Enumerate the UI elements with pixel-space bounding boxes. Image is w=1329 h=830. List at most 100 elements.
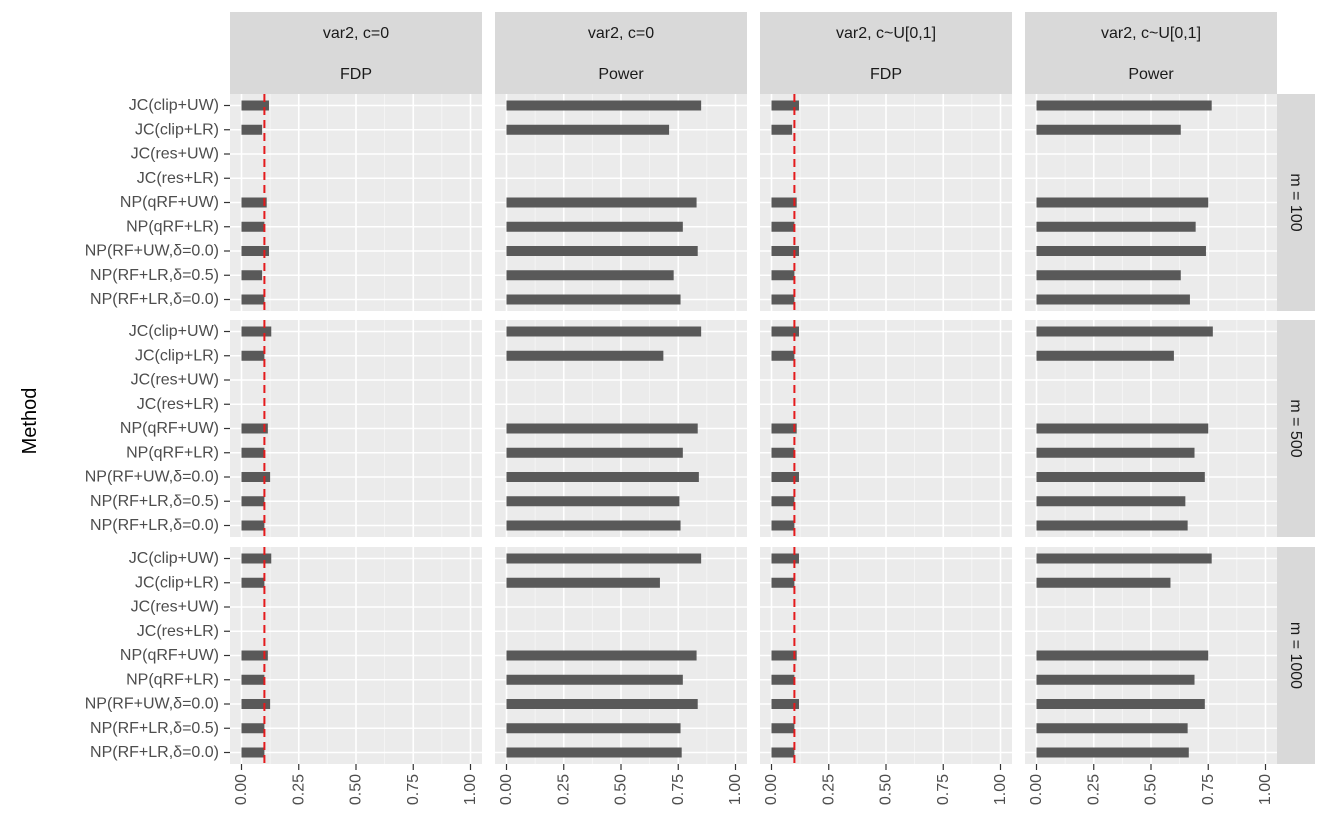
bar-NP(RF+UW,δ=0.0) xyxy=(241,472,271,482)
y-tick-label: NP(RF+UW,δ=0.0) xyxy=(85,243,219,260)
bar-NP(RF+LR,δ=0.5) xyxy=(1036,496,1186,507)
bar-NP(qRF+UW) xyxy=(771,650,797,661)
y-tick-label: NP(qRF+UW) xyxy=(120,194,219,211)
bar-JC(clip+UW) xyxy=(1036,553,1212,564)
bar-NP(RF+LR,δ=0.5) xyxy=(771,270,795,281)
bar-NP(RF+UW,δ=0.0) xyxy=(241,699,271,709)
x-tick-label: 0.00 xyxy=(1028,774,1045,805)
bar-NP(qRF+UW) xyxy=(771,197,797,208)
bar-NP(qRF+LR) xyxy=(506,447,683,458)
y-tick-label: JC(clip+LR) xyxy=(135,574,219,591)
bar-JC(clip+UW) xyxy=(241,326,272,337)
bar-JC(clip+UW) xyxy=(506,100,702,111)
x-tick-label: 0.75 xyxy=(670,774,687,805)
bar-NP(RF+LR,δ=0.5) xyxy=(506,723,681,734)
panel-r2-c2 xyxy=(495,320,747,537)
row-strip-2 xyxy=(1276,320,1315,537)
bar-NP(qRF+UW) xyxy=(241,650,268,661)
x-tick-label: 1.00 xyxy=(992,774,1009,805)
x-tick-label: 0.00 xyxy=(233,774,250,805)
bar-NP(RF+LR,δ=0.0) xyxy=(1036,294,1190,305)
column-strip-top-label: var2, c~U[0,1] xyxy=(1101,25,1201,42)
bar-NP(RF+UW,δ=0.0) xyxy=(771,246,799,256)
bar-JC(clip+LR) xyxy=(241,577,265,588)
bar-JC(clip+LR) xyxy=(771,124,793,135)
bar-NP(RF+LR,δ=0.0) xyxy=(241,294,265,305)
panel-r2-c4 xyxy=(1025,320,1277,537)
column-strip-top-label: var2, c~U[0,1] xyxy=(836,25,936,42)
bar-NP(qRF+UW) xyxy=(771,423,797,434)
bar-JC(clip+UW) xyxy=(241,100,269,111)
bar-JC(clip+UW) xyxy=(241,553,272,564)
bar-NP(RF+UW,δ=0.0) xyxy=(771,699,799,709)
bar-NP(qRF+UW) xyxy=(241,197,267,208)
y-tick-label: JC(clip+UW) xyxy=(129,97,219,114)
panel-r2-c1 xyxy=(230,320,482,537)
column-strip-top-label: var2, c=0 xyxy=(323,25,389,42)
y-tick-label: JC(clip+UW) xyxy=(129,323,219,340)
bar-NP(RF+LR,δ=0.5) xyxy=(506,496,680,507)
bar-NP(RF+LR,δ=0.5) xyxy=(241,723,265,734)
x-tick-label: 0.25 xyxy=(290,774,307,805)
bar-NP(RF+UW,δ=0.0) xyxy=(506,699,698,709)
column-strip-1 xyxy=(230,12,482,94)
x-tick-label: 0.00 xyxy=(763,774,780,805)
y-tick-label: NP(RF+LR,δ=0.0) xyxy=(90,291,219,308)
y-tick-label: NP(RF+LR,δ=0.5) xyxy=(90,267,219,284)
bar-NP(RF+UW,δ=0.0) xyxy=(506,472,699,482)
bar-NP(RF+LR,δ=0.0) xyxy=(1036,747,1189,758)
row-strip-label: m = 500 xyxy=(1287,399,1304,457)
y-axis-title: Method xyxy=(19,388,41,455)
bar-NP(qRF+LR) xyxy=(1036,674,1195,685)
bar-JC(clip+LR) xyxy=(1036,577,1171,588)
bar-NP(qRF+LR) xyxy=(506,674,683,685)
y-tick-label: JC(res+LR) xyxy=(137,623,219,640)
bar-JC(clip+UW) xyxy=(506,553,702,564)
bar-JC(clip+UW) xyxy=(771,100,799,111)
bar-NP(RF+LR,δ=0.5) xyxy=(771,723,795,734)
y-tick-label: NP(RF+LR,δ=0.5) xyxy=(90,720,219,737)
bar-NP(qRF+LR) xyxy=(771,447,795,458)
column-strip-4 xyxy=(1025,12,1277,94)
panel-r1-c3 xyxy=(760,94,1012,311)
bar-NP(RF+LR,δ=0.5) xyxy=(1036,723,1188,734)
column-strip-top-label: var2, c=0 xyxy=(588,25,654,42)
row-strip-label: m = 100 xyxy=(1287,173,1304,231)
bar-JC(clip+LR) xyxy=(506,577,660,588)
bar-NP(qRF+LR) xyxy=(241,221,265,232)
column-strip-3 xyxy=(760,12,1012,94)
bar-NP(qRF+LR) xyxy=(771,221,795,232)
panel-r3-c4 xyxy=(1025,547,1277,764)
bar-JC(clip+LR) xyxy=(506,124,670,135)
row-strip-3 xyxy=(1276,547,1315,764)
x-tick-label: 0.25 xyxy=(1085,774,1102,805)
bar-NP(RF+LR,δ=0.0) xyxy=(771,294,795,305)
x-tick-label: 0.25 xyxy=(820,774,837,805)
y-tick-label: JC(res+UW) xyxy=(131,372,219,389)
row-strip-1 xyxy=(1276,94,1315,311)
y-tick-label: NP(RF+UW,δ=0.0) xyxy=(85,469,219,486)
bar-NP(RF+LR,δ=0.5) xyxy=(241,496,265,507)
x-tick-label: 0.75 xyxy=(935,774,952,805)
bar-NP(qRF+UW) xyxy=(1036,650,1209,661)
bar-JC(clip+LR) xyxy=(1036,124,1181,135)
x-tick-label: 0.75 xyxy=(1200,774,1217,805)
bar-NP(qRF+UW) xyxy=(241,423,268,434)
x-tick-label: 1.00 xyxy=(727,774,744,805)
bar-NP(RF+UW,δ=0.0) xyxy=(241,246,269,256)
bar-JC(clip+LR) xyxy=(771,350,795,361)
bar-JC(clip+LR) xyxy=(771,577,795,588)
panel-r1-c4 xyxy=(1025,94,1277,311)
bar-NP(qRF+LR) xyxy=(1036,221,1196,232)
bar-NP(RF+LR,δ=0.0) xyxy=(506,520,681,531)
bar-JC(clip+UW) xyxy=(771,326,799,337)
y-tick-label: JC(res+LR) xyxy=(137,170,219,187)
column-strip-bottom-label: Power xyxy=(598,66,644,83)
column-strip-bottom-label: FDP xyxy=(870,66,902,83)
bar-NP(qRF+UW) xyxy=(506,650,697,661)
bar-JC(clip+UW) xyxy=(1036,326,1213,337)
bar-NP(qRF+LR) xyxy=(241,674,265,685)
bar-NP(qRF+LR) xyxy=(1036,447,1195,458)
x-tick-label: 1.00 xyxy=(1257,774,1274,805)
